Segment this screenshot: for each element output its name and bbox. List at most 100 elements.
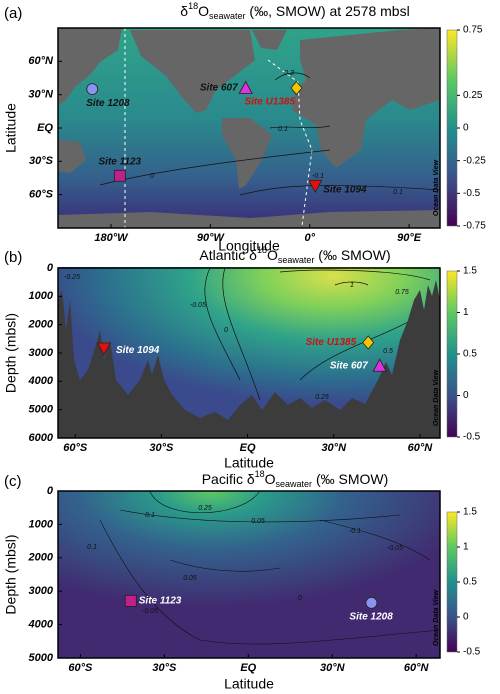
colorbar-tick-label: 1	[463, 307, 469, 318]
title-part: (‰ SMOW)	[312, 471, 388, 487]
contour-label: -0.1	[349, 528, 361, 535]
title-part: (‰, SMOW) at 2578 mbsl	[246, 3, 410, 19]
watermark: Ocean Data View	[433, 589, 440, 646]
colorbar-tick-label: 1.5	[463, 266, 477, 277]
colorbar-tick-label: -0.5	[463, 188, 481, 199]
colorbar-tick-label: -0.25	[463, 155, 486, 166]
colorbar-tick-label: -0.75	[463, 221, 486, 232]
title-part: O	[198, 3, 209, 19]
contour-label: -0.05	[142, 608, 158, 615]
contour-label: 0.5	[383, 348, 393, 355]
land	[58, 28, 440, 228]
title-part: Pacific δ	[202, 471, 255, 487]
y-tick-label: 5000	[29, 404, 54, 416]
site-label: Site 607	[200, 83, 238, 94]
x-tick-label: 60°S	[68, 662, 93, 674]
contour-label: 0.1	[278, 126, 288, 133]
contour-label: -0.05	[387, 545, 403, 552]
south-america	[222, 118, 272, 189]
y-tick-label: 3000	[29, 347, 54, 359]
contour-label: 0	[298, 595, 302, 602]
contour-label: 0	[150, 173, 154, 180]
x-tick-label: 30°N	[320, 662, 346, 674]
contour-label: -0.05	[190, 302, 206, 309]
site-marker	[372, 358, 387, 372]
colorbar-tick-label: 1.5	[463, 507, 477, 518]
x-tick-label: 180°W	[94, 232, 129, 244]
eurasia-africa	[292, 28, 440, 168]
contour-label: -0.1	[312, 173, 324, 180]
section-field	[58, 491, 440, 658]
chart-title: Pacific δ18Oseawater (‰ SMOW)	[202, 469, 389, 489]
antarctica	[58, 210, 440, 228]
contour	[239, 185, 441, 196]
y-tick-label: 0	[47, 485, 54, 497]
colorbar	[446, 270, 458, 438]
colorbar-tick-label: 0.75	[463, 25, 483, 36]
title-part: O	[265, 471, 276, 487]
colorbar	[446, 511, 458, 653]
contour-label: -0.25	[64, 274, 80, 281]
y-tick-label: 0	[47, 262, 54, 274]
title-part: δ	[180, 3, 188, 19]
contour-label: 1	[350, 282, 354, 289]
contour-label: 0.1	[87, 544, 97, 551]
site-label: Site 1123	[99, 156, 142, 167]
x-axis-label: Latitude	[224, 676, 274, 692]
x-tick-label: EQ	[240, 662, 256, 674]
watermark: Ocean Data View	[433, 159, 440, 216]
plot-frame	[57, 490, 441, 659]
title-part: O	[267, 247, 278, 263]
colorbar-tick-label: 0.5	[463, 349, 477, 360]
y-tick-label: 4000	[28, 375, 54, 387]
x-tick-label: 0°	[304, 232, 315, 244]
contour-label: 0.05	[251, 518, 265, 525]
australia	[58, 140, 86, 173]
contour-label: 0.25	[198, 505, 212, 512]
x-tick-label: 60°N	[404, 662, 430, 674]
site-marker	[362, 335, 375, 350]
y-tick-label: 6000	[29, 432, 54, 444]
colorbar-tick-label: 0	[463, 123, 469, 134]
contour-label: 0.1	[145, 512, 155, 519]
contour	[169, 559, 281, 572]
site-label: Site 1123	[139, 596, 182, 607]
contour-label: 0.1	[393, 189, 403, 196]
y-tick-label: 60°S	[29, 189, 54, 201]
contour	[319, 519, 431, 561]
x-tick-label: 30°S	[152, 662, 177, 674]
contour	[204, 267, 241, 381]
x-tick-label: 30°N	[321, 442, 347, 454]
contour-label: 0.75	[395, 289, 409, 296]
site-marker	[86, 83, 99, 96]
site-marker	[290, 80, 303, 96]
x-tick-label: 90°E	[397, 232, 422, 244]
x-tick-label: 60°S	[63, 442, 88, 454]
site-label: Site U1385	[244, 97, 295, 108]
site-label: Site 1208	[349, 612, 393, 623]
title-part: seawater	[278, 255, 315, 265]
panel-label: (b)	[4, 249, 22, 266]
title-part: seawater	[276, 479, 313, 489]
y-tick-label: 3000	[29, 585, 54, 597]
y-axis-label: Latitude	[3, 103, 19, 153]
asia	[58, 28, 122, 106]
site-label: Site U1385	[306, 337, 357, 348]
x-tick-label: 30°S	[149, 442, 174, 454]
title-part: 18	[188, 1, 198, 11]
seafloor	[58, 280, 440, 438]
contour-label: 0.25	[315, 394, 329, 401]
site-label: Site 1094	[116, 345, 160, 356]
site-label: Site 1094	[323, 184, 367, 195]
atlantic-track	[267, 59, 313, 227]
contour-label: 0	[224, 327, 228, 334]
colorbar-tick-label: 0	[463, 390, 469, 401]
site-marker	[124, 594, 137, 607]
y-axis-label: Depth (mbsl)	[3, 534, 19, 614]
contour	[279, 269, 431, 281]
title-part: Atlantic δ	[199, 247, 257, 263]
colorbar-tick-label: -0.5	[463, 432, 481, 443]
chart-title: δ18Oseawater (‰, SMOW) at 2578 mbsl	[180, 1, 409, 21]
